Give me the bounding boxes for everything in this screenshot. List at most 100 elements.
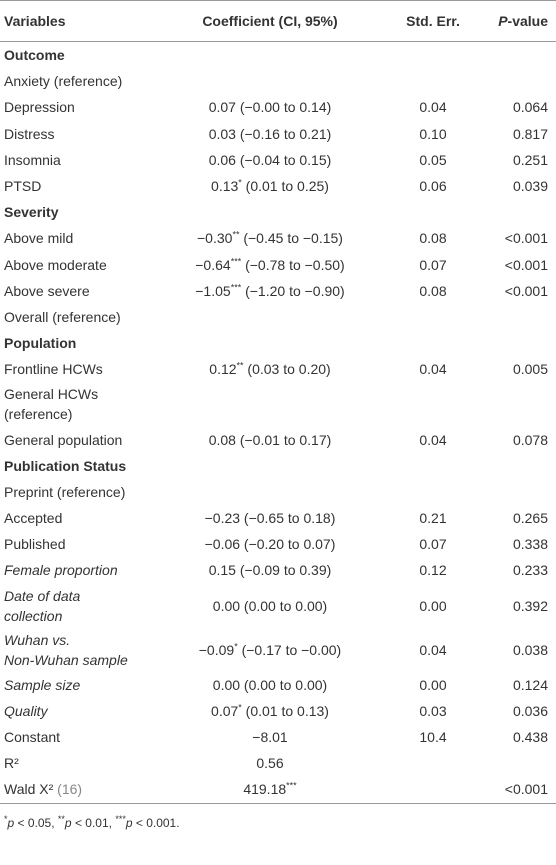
cell: 0.036 (512, 702, 548, 719)
table-row: Quality 0.07* (0.01 to 0.13) 0.03 0.036 (0, 698, 556, 724)
cell: <0.001 (504, 256, 548, 273)
cell: 0.15 (−0.09 to 0.39) (208, 562, 332, 579)
cell (390, 304, 476, 330)
degrees-of-freedom: (16) (57, 781, 83, 798)
cell: 0.064 (512, 99, 548, 116)
group-row: Population (0, 330, 556, 356)
cell: 0.078 (512, 431, 548, 448)
cell: Female proportion (4, 562, 118, 579)
table-row: Sample size 0.00 (0.00 to 0.00) 0.00 0.124 (0, 672, 556, 698)
cell: Anxiety (reference) (4, 73, 123, 90)
table-row: Accepted −0.23 (−0.65 to 0.18) 0.21 0.265 (0, 505, 556, 531)
cell: 0.12** (0.03 to 0.20) (209, 360, 331, 378)
cell (150, 479, 390, 505)
table-row: PTSD 0.13* (0.01 to 0.25) 0.06 0.039 (0, 173, 556, 199)
cell: 0.56 (256, 755, 284, 772)
cell: −1.05*** (−1.20 to −0.90) (195, 282, 345, 299)
cell (476, 304, 556, 330)
cell: Sample size (4, 676, 81, 693)
cell: −0.23 (−0.65 to 0.18) (204, 510, 336, 527)
table-row: Depression 0.07 (−0.00 to 0.14) 0.04 0.064 (0, 94, 556, 120)
cell: 0.438 (512, 729, 548, 746)
table-row: General population 0.08 (−0.01 to 0.17) 0.… (0, 426, 556, 452)
table-row: Above severe −1.05*** (−1.20 to −0.90) 0.0… (0, 278, 556, 304)
cell: Depression (4, 99, 75, 116)
cell: Quality (4, 702, 48, 719)
cell: Published (4, 536, 66, 553)
cell: R² (4, 755, 19, 772)
cell: 0.265 (512, 510, 548, 527)
cell: 0.06 (−0.04 to 0.15) (208, 151, 332, 168)
cell (390, 750, 476, 776)
cell: 0.039 (512, 178, 548, 195)
header-row: Variables Coefficient (CI, 95%) Std. Err. P… (0, 0, 556, 42)
cell: Wald X² (16) (0, 776, 150, 804)
cell: Distress (4, 125, 55, 142)
cell: Above moderate (4, 256, 107, 273)
cell: −0.30** (−0.45 to −0.15) (197, 229, 343, 247)
cell: 0.00 (0.00 to 0.00) (212, 676, 328, 693)
group-label: Outcome (4, 47, 65, 64)
cell: 0.338 (512, 536, 548, 553)
cell: 0.233 (512, 562, 548, 579)
group-row: Publication Status (0, 453, 556, 479)
cell: 0.21 (419, 510, 447, 527)
cell: General population (4, 431, 123, 448)
table-row: General HCWs (reference) (0, 382, 556, 426)
cell: <0.001 (476, 776, 556, 804)
results-table: Variables Coefficient (CI, 95%) Std. Err. P… (0, 0, 556, 804)
header-cell: Coefficient (CI, 95%) (150, 0, 390, 42)
cell: 0.08 (−0.01 to 0.17) (208, 431, 332, 448)
group-label: Publication Status (4, 457, 127, 474)
cell: 0.07 (419, 536, 447, 553)
table-row: Preprint (reference) (0, 479, 556, 505)
table-row: Frontline HCWs 0.12** (0.03 to 0.20) 0.04 0… (0, 356, 556, 382)
cell: 0.05 (419, 151, 447, 168)
header-cell: Variables (0, 0, 150, 42)
cell: <0.001 (504, 282, 548, 299)
cell: Insomnia (4, 151, 61, 168)
cell (390, 68, 476, 94)
cell (390, 382, 476, 426)
cell: 0.07* (0.01 to 0.13) (211, 702, 329, 719)
cell: −8.01 (252, 729, 288, 746)
cell (150, 382, 390, 426)
cell: <0.001 (504, 230, 548, 247)
cell: PTSD (4, 178, 42, 195)
cell: 0.00 (419, 676, 447, 693)
footnote: *p < 0.05, **p < 0.01, ***p < 0.001. (4, 813, 180, 830)
cell: 0.04 (419, 99, 447, 116)
table-row: Insomnia 0.06 (−0.04 to 0.15) 0.05 0.251 (0, 147, 556, 173)
cell (150, 304, 390, 330)
table-row: Female proportion 0.15 (−0.09 to 0.39) 0.1… (0, 557, 556, 583)
cell: Preprint (reference) (4, 483, 126, 500)
cell: 0.07 (−0.00 to 0.14) (208, 99, 332, 116)
table-row: Above mild −0.30** (−0.45 to −0.15) 0.08 <0… (0, 225, 556, 251)
cell: Wuhan vs. Non-Wuhan sample (4, 631, 128, 668)
table-row: Distress 0.03 (−0.16 to 0.21) 0.10 0.817 (0, 121, 556, 147)
cell: 0.06 (419, 178, 447, 195)
cell: 0.04 (419, 361, 447, 378)
table-body: Outcome Anxiety (reference) Depression 0.07… (0, 42, 556, 804)
cell: −0.09* (−0.17 to −0.00) (198, 640, 342, 658)
cell: −0.06 (−0.20 to 0.07) (204, 536, 336, 553)
cell: 0.12 (419, 562, 447, 579)
table-row: Above moderate −0.64*** (−0.78 to −0.50) 0… (0, 252, 556, 278)
cell: 0.124 (512, 676, 548, 693)
cell: 0.251 (512, 151, 548, 168)
cell: 0.07 (419, 256, 447, 273)
group-label: Severity (4, 204, 59, 221)
table-row: Wald X² (16) 419.18*** <0.001 (0, 776, 556, 804)
cell: 0.038 (512, 641, 548, 658)
cell: 0.005 (512, 361, 548, 378)
table-header: Variables Coefficient (CI, 95%) Std. Err. P… (0, 0, 556, 42)
cell: 0.392 (512, 597, 548, 614)
cell: Above severe (4, 282, 90, 299)
cell: Frontline HCWs (4, 361, 103, 378)
table-row: Anxiety (reference) (0, 68, 556, 94)
cell: 0.817 (512, 125, 548, 142)
table-row: R² 0.56 (0, 750, 556, 776)
cell: Accepted (4, 510, 63, 527)
header-cell: P-value (476, 0, 556, 42)
